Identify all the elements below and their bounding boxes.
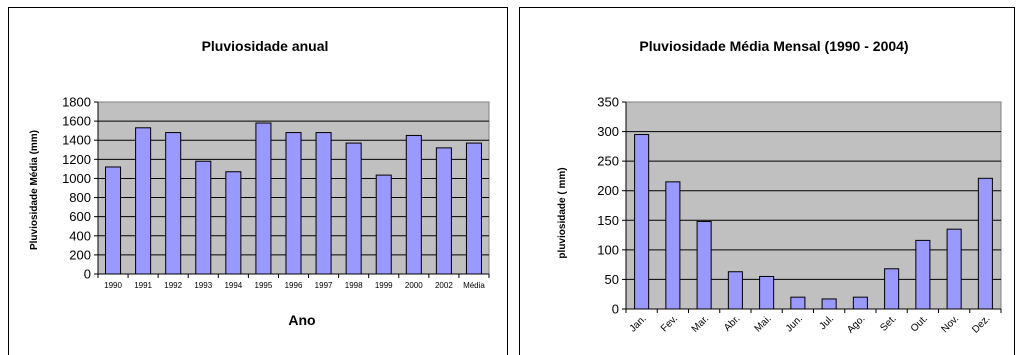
bar-Ago. <box>852 296 868 310</box>
bar-Fev. <box>665 181 681 310</box>
y-axis-label: Pluviosidade Média (mm) <box>29 130 40 250</box>
y-tick-label: 1200 <box>62 152 91 167</box>
bar-1995 <box>255 122 272 275</box>
y-tick-label: 1600 <box>62 114 91 129</box>
x-tick-label: 1998 <box>345 281 363 290</box>
x-tick-label: Out. <box>909 313 930 334</box>
y-tick-label: 800 <box>69 190 91 205</box>
bar-1998 <box>345 142 362 275</box>
x-tick-label: Mar. <box>690 313 712 335</box>
y-tick-label: 100 <box>597 242 619 257</box>
bar-Jan. <box>634 134 650 310</box>
x-tick-label: 1996 <box>285 281 303 290</box>
plot-area <box>625 101 1002 310</box>
x-tick-label: Mai. <box>753 313 774 334</box>
bar-Abr. <box>727 271 743 310</box>
y-tick-label: 600 <box>69 209 91 224</box>
x-tick-label: 2002 <box>435 281 453 290</box>
bar-Set. <box>884 268 900 310</box>
chart-title: Pluviosidade anual <box>202 38 329 54</box>
x-tick-label: 1993 <box>194 281 212 290</box>
x-tick-label: Fev. <box>659 313 680 334</box>
bar-Jun. <box>790 296 806 310</box>
x-tick-label: 1994 <box>224 281 242 290</box>
annual-rainfall-chart: Pluviosidade anual Pluviosidade Média (m… <box>8 7 508 355</box>
y-tick-label: 50 <box>605 272 619 287</box>
x-tick-label: 1990 <box>104 281 122 290</box>
bar-Out. <box>915 239 931 310</box>
x-tick-label: 1999 <box>375 281 393 290</box>
y-tick-label: 1000 <box>62 171 91 186</box>
y-tick-label: 0 <box>84 267 91 282</box>
annual-rainfall-svg: Pluviosidade anual Pluviosidade Média (m… <box>29 38 490 328</box>
x-axis-label: Ano <box>288 312 315 328</box>
x-tick-label: 2000 <box>405 281 423 290</box>
y-tick-label: 300 <box>597 124 619 139</box>
y-tick-label: 1800 <box>62 95 91 110</box>
bar-Mar. <box>696 220 712 310</box>
bar-2002 <box>435 147 452 275</box>
bar-1996 <box>285 132 302 275</box>
y-tick-label: 200 <box>597 183 619 198</box>
bar-1992 <box>165 132 182 275</box>
x-tick-label: Média <box>463 281 485 290</box>
bar-Jul. <box>821 298 837 310</box>
bar-Mai. <box>759 275 775 310</box>
y-tick-label: 250 <box>597 154 619 169</box>
y-tick-label: 350 <box>597 95 619 110</box>
x-tick-label: Abr. <box>722 313 742 333</box>
bar-1997 <box>315 132 332 275</box>
bar-1991 <box>135 127 152 275</box>
bar-1993 <box>195 160 212 275</box>
x-tick-label: Jun. <box>784 313 805 334</box>
bar-1994 <box>225 171 242 275</box>
bar-1999 <box>375 174 392 275</box>
y-tick-label: 200 <box>69 247 91 262</box>
x-tick-label: Ago. <box>845 313 867 335</box>
x-tick-label: 1997 <box>315 281 333 290</box>
chart-title: Pluviosidade Média Mensal (1990 - 2004) <box>639 38 908 54</box>
x-tick-label: Jul. <box>817 313 836 332</box>
x-tick-label: Set. <box>878 313 898 333</box>
x-tick-label: Dez. <box>970 313 992 335</box>
x-tick-label: 1992 <box>164 281 182 290</box>
y-axis-label: pluviosidade ( mm) <box>557 167 568 258</box>
bar-Dez. <box>977 177 993 310</box>
monthly-rainfall-chart: Pluviosidade Média Mensal (1990 - 2004) … <box>519 7 1015 355</box>
y-tick-label: 0 <box>612 302 619 317</box>
x-tick-label: Nov. <box>939 313 961 335</box>
x-tick-label: 1991 <box>134 281 152 290</box>
bar-2000 <box>405 134 422 275</box>
y-tick-label: 1400 <box>62 133 91 148</box>
bar-Média <box>465 142 482 275</box>
monthly-rainfall-svg: Pluviosidade Média Mensal (1990 - 2004) … <box>557 38 1002 336</box>
y-tick-label: 400 <box>69 228 91 243</box>
y-tick-label: 150 <box>597 213 619 228</box>
bar-Nov. <box>946 228 962 310</box>
x-tick-label: 1995 <box>255 281 273 290</box>
x-tick-label: Jan. <box>628 313 649 334</box>
bar-1990 <box>105 166 122 275</box>
